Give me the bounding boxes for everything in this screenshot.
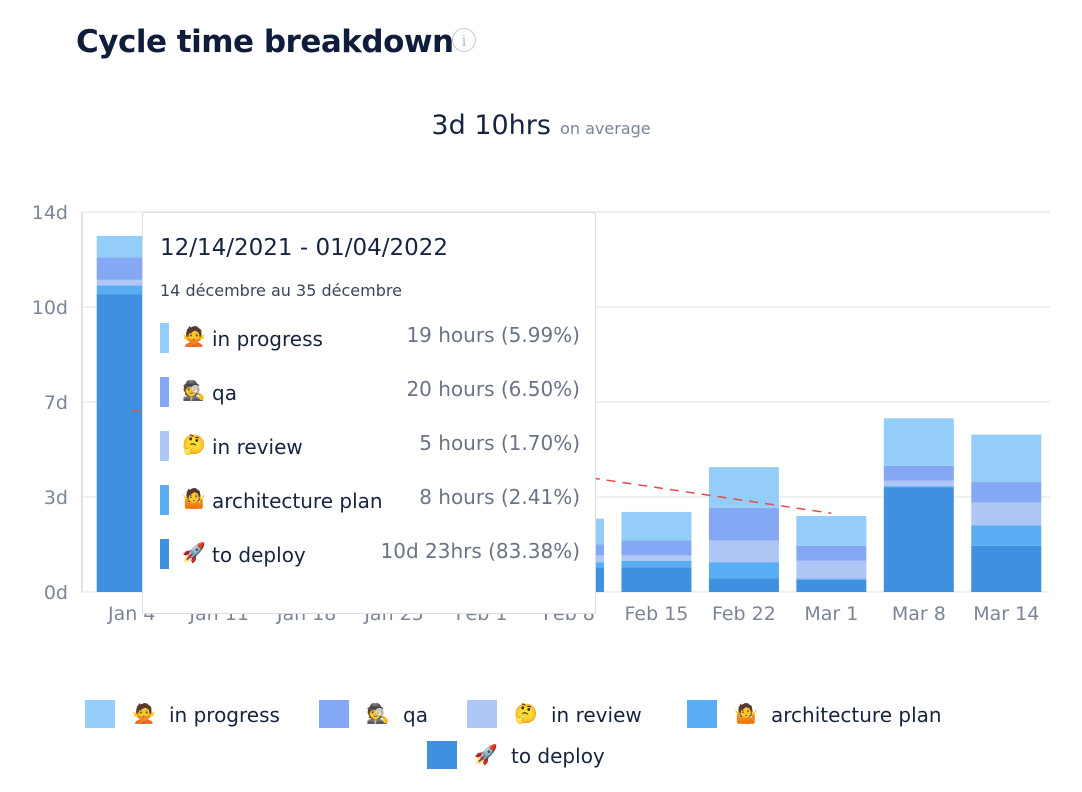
tooltip-row-value: 8 hours (2.41%) bbox=[419, 485, 580, 509]
bar-segment-architecture-plan bbox=[883, 486, 954, 488]
tooltip-date-range: 12/14/2021 - 01/04/2022 bbox=[160, 235, 449, 261]
x-tick-label: Feb 15 bbox=[625, 603, 689, 625]
legend-swatch bbox=[427, 741, 457, 769]
emoji-icon: 🕵 bbox=[366, 703, 390, 725]
bar-segment-to-deploy bbox=[796, 579, 867, 592]
bar-segment-to-deploy bbox=[621, 567, 692, 592]
bar-segment-in-review bbox=[708, 540, 779, 563]
tooltip-swatch bbox=[160, 431, 169, 461]
info-icon[interactable]: i bbox=[452, 28, 476, 52]
tooltip-row-to-deploy: 🚀 to deploy 10d 23hrs (83.38%) bbox=[160, 539, 580, 571]
tooltip-row-label: in review bbox=[212, 435, 303, 459]
bar-segment-in-progress bbox=[971, 434, 1042, 483]
emoji-icon: 🚀 bbox=[182, 542, 206, 564]
tooltip-row-architecture-plan: 🤷 architecture plan 8 hours (2.41%) bbox=[160, 485, 580, 517]
emoji-icon: 🤔 bbox=[182, 434, 206, 456]
tooltip-row-value: 19 hours (5.99%) bbox=[406, 323, 580, 347]
tooltip-row-value: 5 hours (1.70%) bbox=[419, 431, 580, 455]
bar-segment-in-progress bbox=[708, 467, 779, 508]
emoji-icon: 🤷 bbox=[182, 488, 206, 510]
legend-label: in progress bbox=[169, 703, 280, 727]
bar-segment-qa bbox=[621, 540, 692, 556]
x-tick-label: Mar 8 bbox=[892, 603, 946, 625]
legend-swatch bbox=[319, 700, 349, 728]
bar-segment-in-review bbox=[796, 560, 867, 579]
bar-segment-architecture-plan bbox=[621, 560, 692, 568]
legend-label: to deploy bbox=[511, 744, 605, 768]
bar-segment-in-review bbox=[971, 502, 1042, 526]
bar-segment-architecture-plan bbox=[971, 525, 1042, 546]
x-tick-label: Mar 14 bbox=[973, 603, 1039, 625]
y-tick-label: 0d bbox=[44, 582, 68, 604]
legend-label: architecture plan bbox=[771, 703, 942, 727]
x-tick-label: Mar 1 bbox=[804, 603, 858, 625]
chart-tooltip: 12/14/2021 - 01/04/2022 14 décembre au 3… bbox=[142, 212, 596, 614]
tooltip-row-label: architecture plan bbox=[212, 489, 383, 513]
emoji-icon: 🙅 bbox=[132, 703, 156, 725]
legend-swatch bbox=[85, 700, 115, 728]
emoji-icon: 🕵 bbox=[182, 380, 206, 402]
legend-label: in review bbox=[551, 703, 642, 727]
bar-segment-qa bbox=[971, 482, 1042, 503]
emoji-icon: 🙅 bbox=[182, 326, 206, 348]
bar-segment-in-review bbox=[96, 279, 167, 286]
legend-swatch bbox=[687, 700, 717, 728]
bar-segment-in-progress bbox=[796, 516, 867, 546]
bar-segment-architecture-plan bbox=[796, 578, 867, 580]
average-value: 3d 10hrs bbox=[431, 110, 551, 141]
y-tick-label: 7d bbox=[44, 392, 68, 414]
tooltip-row-value: 10d 23hrs (83.38%) bbox=[380, 539, 581, 563]
bar-segment-in-review bbox=[883, 480, 954, 487]
bar-segment-architecture-plan bbox=[96, 285, 167, 295]
tooltip-swatch bbox=[160, 377, 169, 407]
bar-segment-qa bbox=[883, 465, 954, 481]
bar-segment-architecture-plan bbox=[708, 562, 779, 579]
legend-label: qa bbox=[403, 703, 428, 727]
legend-swatch bbox=[467, 700, 497, 728]
bar-segment-in-progress bbox=[621, 511, 692, 541]
tooltip-row-in-review: 🤔 in review 5 hours (1.70%) bbox=[160, 431, 580, 463]
emoji-icon: 🚀 bbox=[474, 744, 498, 766]
tooltip-swatch bbox=[160, 323, 169, 353]
tooltip-row-in-progress: 🙅 in progress 19 hours (5.99%) bbox=[160, 323, 580, 355]
tooltip-row-label: qa bbox=[212, 381, 237, 405]
tooltip-subtitle: 14 décembre au 35 décembre bbox=[160, 281, 402, 300]
y-tick-label: 10d bbox=[32, 297, 68, 319]
emoji-icon: 🤷 bbox=[734, 703, 758, 725]
chart-title: Cycle time breakdown bbox=[76, 24, 454, 60]
x-tick-label: Feb 22 bbox=[712, 603, 776, 625]
y-tick-label: 14d bbox=[32, 202, 68, 224]
average-label: on average bbox=[560, 119, 651, 138]
bar-segment-qa bbox=[708, 507, 779, 541]
emoji-icon: 🤔 bbox=[514, 703, 538, 725]
tooltip-row-value: 20 hours (6.50%) bbox=[406, 377, 580, 401]
bar-segment-in-progress bbox=[883, 418, 954, 466]
tooltip-swatch bbox=[160, 539, 169, 569]
average-summary: 3d 10hrs on average bbox=[0, 110, 1082, 141]
bar-segment-to-deploy bbox=[708, 578, 779, 592]
bar-segment-to-deploy bbox=[971, 545, 1042, 592]
tooltip-row-qa: 🕵 qa 20 hours (6.50%) bbox=[160, 377, 580, 409]
bar-segment-qa bbox=[796, 545, 867, 561]
y-tick-label: 3d bbox=[44, 487, 68, 509]
tooltip-row-label: to deploy bbox=[212, 543, 306, 567]
tooltip-swatch bbox=[160, 485, 169, 515]
bar-segment-in-review bbox=[621, 555, 692, 561]
bar-segment-to-deploy bbox=[883, 487, 954, 592]
tooltip-row-label: in progress bbox=[212, 327, 323, 351]
